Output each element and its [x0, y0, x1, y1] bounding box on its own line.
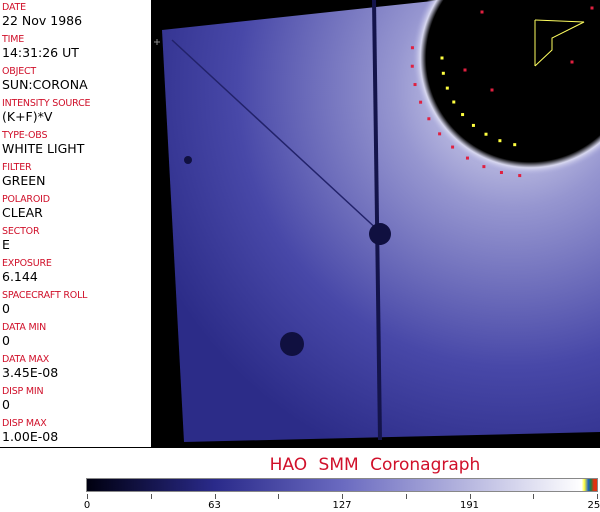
colorbar-tick: [278, 494, 280, 499]
grid-dot: [480, 10, 484, 14]
pylon-hub: [369, 223, 391, 245]
field-label: DATA MIN: [2, 322, 46, 333]
grid-dots: [410, 6, 594, 178]
grid-dot: [445, 86, 449, 90]
field-disp-min: DISP MIN 0: [2, 386, 44, 413]
grid-dot: [518, 174, 522, 178]
colorbar-tick: [469, 494, 471, 499]
colorbar-tick: [87, 494, 88, 499]
dust-spot: [184, 156, 192, 164]
field-disp-max: DISP MAX 1.00E-08: [2, 418, 59, 445]
grid-dot: [410, 64, 414, 68]
field-object: OBJECT SUN:CORONA: [2, 66, 88, 93]
field-label: EXPOSURE: [2, 258, 52, 269]
grid-dot: [570, 60, 574, 64]
field-value: SUN:CORONA: [2, 77, 88, 92]
field-value: 0: [2, 333, 10, 348]
grid-dot: [419, 100, 423, 104]
field-value: 22 Nov 1986: [2, 13, 83, 28]
field-value: (K+F)*V: [2, 109, 53, 124]
field-data-min: DATA MIN 0: [2, 322, 46, 349]
occulter-pylon: [372, 0, 382, 441]
colorbar-tick-label: 255: [587, 500, 600, 511]
field-label: DISP MIN: [2, 386, 44, 397]
field-label: SPACECRAFT ROLL: [2, 290, 88, 301]
field-label: DATA MAX: [2, 354, 50, 365]
field-sector: SECTOR E: [2, 226, 40, 253]
grid-dot: [438, 132, 442, 136]
field-value: E: [2, 237, 10, 252]
field-spacecraft-roll: SPACECRAFT ROLL 0: [2, 290, 88, 317]
grid-dot: [513, 143, 517, 147]
grid-dot: [465, 156, 469, 160]
colorbar-tick: [597, 494, 598, 499]
field-label: TIME: [2, 34, 25, 45]
field-label: SECTOR: [2, 226, 40, 237]
field-label: DATE: [2, 2, 26, 13]
field-label: INTENSITY SOURCE: [2, 98, 91, 109]
grid-dot: [499, 170, 503, 174]
grid-dot: [427, 117, 431, 121]
colorbar-tick-label: 127: [332, 500, 352, 511]
colorbar-tick-label: 0: [83, 500, 91, 511]
grid-dot: [498, 139, 502, 143]
field-label: DISP MAX: [2, 418, 47, 429]
grid-dot: [440, 56, 444, 60]
colorbar-tick: [150, 494, 152, 499]
grid-dot: [484, 132, 488, 136]
grid-dot: [490, 88, 494, 92]
field-data-max: DATA MAX 3.45E-08: [2, 354, 59, 381]
coronagraph-image: [152, 0, 600, 448]
colorbar-tick: [405, 494, 407, 499]
field-date: DATE 22 Nov 1986: [2, 2, 83, 29]
field-value: 14:31:26 UT: [2, 45, 79, 60]
colorbar-tick: [533, 494, 535, 499]
field-value: 6.144: [2, 269, 38, 284]
grid-dot: [441, 71, 445, 75]
field-value: WHITE LIGHT: [2, 141, 85, 156]
field-value: GREEN: [2, 173, 46, 188]
grid-dot: [461, 113, 465, 117]
field-value: 0: [2, 301, 10, 316]
field-label: TYPE-OBS: [2, 130, 48, 141]
field-polaroid: POLAROID CLEAR: [2, 194, 50, 221]
colorbar-tick: [214, 494, 216, 499]
coronagraph-image-svg: [154, 0, 600, 442]
field-value: 3.45E-08: [2, 365, 59, 380]
grid-dot: [590, 6, 594, 10]
field-value: 1.00E-08: [2, 429, 59, 444]
field-label: OBJECT: [2, 66, 37, 77]
occulter-disk: [426, 0, 600, 162]
diagonal-streak: [171, 39, 381, 233]
colorbar-tick: [342, 494, 343, 499]
grid-dot: [463, 68, 467, 72]
field-type-obs: TYPE-OBS WHITE LIGHT: [2, 130, 85, 157]
grid-dot: [471, 123, 475, 127]
instrument-title: HAO SMM Coronagraph: [269, 455, 481, 475]
field-time: TIME 14:31:26 UT: [2, 34, 79, 61]
field-value: CLEAR: [2, 205, 43, 220]
field-exposure: EXPOSURE 6.144: [2, 258, 52, 285]
grid-dot: [482, 165, 486, 169]
field-label: POLAROID: [2, 194, 50, 205]
grid-dot: [410, 46, 414, 50]
header-info-panel: DATE 22 Nov 1986 TIME 14:31:26 UT OBJECT SUN:…: [0, 0, 152, 448]
sun-pointer-marker: [534, 19, 585, 67]
grid-dot: [452, 100, 456, 104]
grid-dot: [451, 145, 455, 149]
colorbar-tick-label: 191: [459, 500, 480, 511]
colorbar-tick-label: 63: [208, 500, 221, 511]
field-filter: FILTER GREEN: [2, 162, 46, 189]
dust-spot: [280, 332, 304, 356]
colorbar: [86, 478, 598, 492]
grid-dot: [413, 83, 417, 87]
field-intensity-source: INTENSITY SOURCE (K+F)*V: [2, 98, 91, 125]
field-value: 0: [2, 397, 10, 412]
field-label: FILTER: [2, 162, 32, 173]
